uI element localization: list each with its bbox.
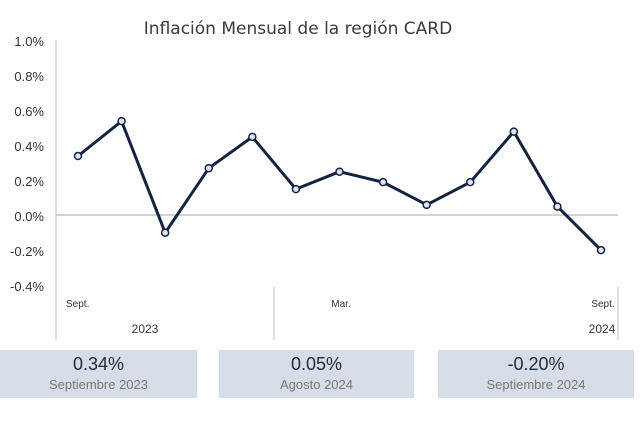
summary-card-value: 0.34% [72, 354, 125, 374]
y-tick-label: 0.2% [14, 174, 44, 189]
y-tick-label: 0.8% [14, 69, 44, 84]
series-line [77, 119, 603, 252]
data-point [117, 116, 126, 126]
x-axis: Sept. Mar. Sept. 2023 2024 [55, 287, 619, 340]
summary-card-label: Septiembre 2024 [486, 377, 586, 392]
summary-card-sep-2024: -0.20% Septiembre 2024 [438, 350, 634, 398]
y-tick-label: 0.0% [14, 209, 44, 224]
x-tick-label: Sept. [66, 299, 89, 310]
y-tick-label: 0.6% [14, 104, 44, 119]
data-point [596, 245, 606, 255]
data-point [466, 177, 475, 187]
data-point [509, 127, 519, 136]
data-point [422, 200, 431, 210]
y-tick-label: 1.0% [14, 34, 44, 49]
y-tick-label: -0.4% [10, 279, 44, 294]
x-tick-label: Sept. [591, 299, 614, 310]
y-tick-label: -0.2% [10, 244, 44, 259]
series-group [73, 116, 606, 255]
summary-card-value: -0.20% [507, 354, 565, 374]
data-point [553, 202, 562, 211]
year-label: 2024 [589, 322, 616, 336]
summary-card-value: 0.05% [290, 354, 343, 374]
x-tick-label: Mar. [331, 299, 350, 310]
y-tick-label: 0.4% [14, 139, 44, 154]
data-point [73, 151, 83, 161]
data-point [160, 228, 170, 237]
chart-title: Inflación Mensual de la región CARD [144, 19, 452, 39]
summary-card-aug-2024: 0.05% Agosto 2024 [219, 350, 414, 398]
data-point [291, 184, 301, 194]
inflation-line-chart: Inflación Mensual de la región CARD 1.0%… [10, 19, 619, 340]
summary-card-sep-2023: 0.34% Septiembre 2023 [0, 350, 197, 398]
data-point [248, 132, 257, 142]
year-label: 2023 [132, 322, 159, 336]
summary-card-label: Agosto 2024 [279, 377, 353, 392]
data-point [204, 163, 213, 173]
y-axis: 1.0% 0.8% 0.6% 0.4% 0.2% 0.0% -0.2% -0.4… [10, 34, 57, 294]
data-point [378, 177, 388, 187]
summary-card-label: Septiembre 2023 [48, 377, 148, 392]
data-point [335, 167, 344, 176]
